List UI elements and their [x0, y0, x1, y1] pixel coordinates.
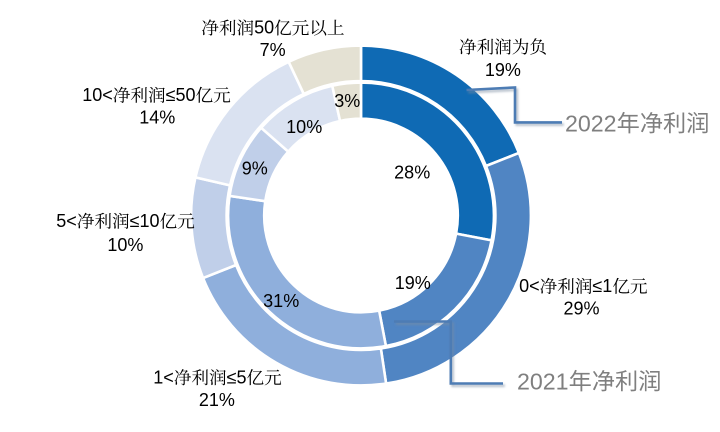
svg-text:3%: 3%	[334, 91, 360, 111]
svg-text:≤1: ≤1	[592, 276, 612, 296]
svg-text:7%: 7%	[260, 40, 286, 60]
svg-text:31%: 31%	[263, 291, 299, 311]
svg-text:29%: 29%	[563, 299, 599, 319]
svg-text:2021: 2021	[517, 369, 569, 395]
svg-text:≤5: ≤5	[227, 367, 247, 387]
svg-text:≤50: ≤50	[166, 85, 196, 105]
svg-text:28%: 28%	[394, 163, 430, 183]
svg-text:10%: 10%	[286, 117, 322, 137]
svg-text:1<: 1<	[153, 367, 174, 387]
svg-text:0<: 0<	[519, 276, 540, 296]
svg-text:21%: 21%	[199, 390, 235, 410]
svg-text:9%: 9%	[242, 158, 268, 178]
svg-text:5<: 5<	[56, 211, 77, 231]
svg-text:19%: 19%	[395, 273, 431, 293]
svg-text:10<: 10<	[82, 85, 113, 105]
svg-text:50: 50	[254, 18, 274, 38]
svg-text:2022: 2022	[565, 111, 617, 137]
svg-text:10%: 10%	[107, 235, 143, 255]
svg-text:≤10: ≤10	[130, 211, 160, 231]
svg-text:19%: 19%	[485, 60, 521, 80]
svg-text:14%: 14%	[139, 107, 175, 127]
